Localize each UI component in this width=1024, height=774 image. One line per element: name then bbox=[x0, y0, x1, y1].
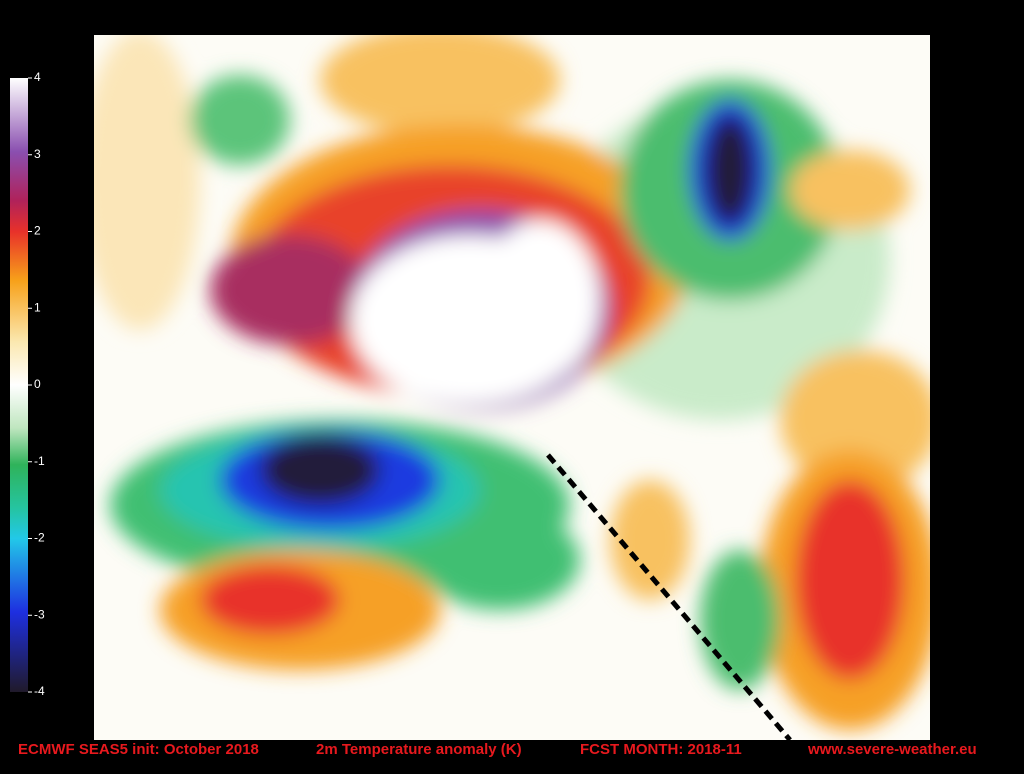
tick-label: -4 bbox=[34, 684, 45, 698]
colorbar bbox=[10, 78, 28, 692]
footer-text: 2m Temperature anomaly (K) bbox=[316, 741, 522, 758]
tick-label: 4 bbox=[34, 70, 41, 84]
tick-label: -1 bbox=[34, 454, 45, 468]
section-line bbox=[546, 453, 792, 740]
tick-label: 1 bbox=[34, 300, 41, 314]
tick-label: 2 bbox=[34, 224, 41, 238]
tick-label: -3 bbox=[34, 607, 45, 621]
footer-text: www.severe-weather.eu bbox=[807, 741, 977, 758]
footer: ECMWF SEAS5 init: October 2018 2m Tempera… bbox=[18, 741, 977, 758]
tick-label: -2 bbox=[34, 531, 45, 545]
map bbox=[94, 35, 930, 740]
tick-label: 0 bbox=[34, 377, 41, 391]
footer-text: ECMWF SEAS5 init: October 2018 bbox=[18, 741, 259, 758]
footer-text: FCST MONTH: 2018-11 bbox=[580, 741, 742, 758]
anomaly-field bbox=[94, 35, 930, 730]
tick-label: 3 bbox=[34, 147, 41, 161]
colorbar-ticks: 4 3 2 1 0 -1 -2 -3 -4 bbox=[28, 70, 45, 698]
